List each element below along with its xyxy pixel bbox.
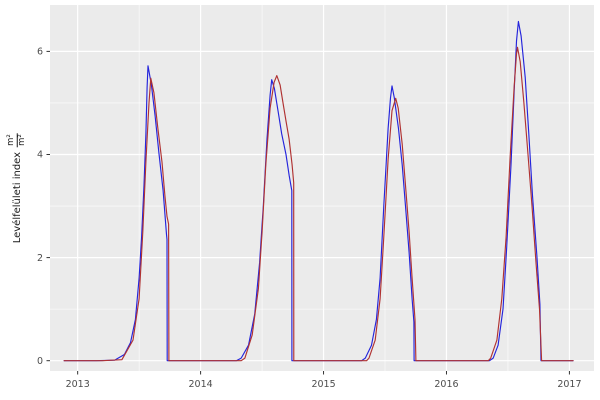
x-tick-label: 2014 <box>189 379 213 390</box>
x-tick-label: 2016 <box>434 379 458 390</box>
y-tick-label: 0 <box>37 356 43 367</box>
x-tick-label: 2017 <box>557 379 581 390</box>
x-tick-label: 2013 <box>66 379 90 390</box>
plot-panel <box>50 5 594 371</box>
y-tick-label: 4 <box>37 150 43 161</box>
y-tick-label: 2 <box>37 253 43 264</box>
x-tick-label: 2015 <box>311 379 335 390</box>
y-tick-label: 6 <box>37 47 43 58</box>
series-red <box>63 46 574 362</box>
